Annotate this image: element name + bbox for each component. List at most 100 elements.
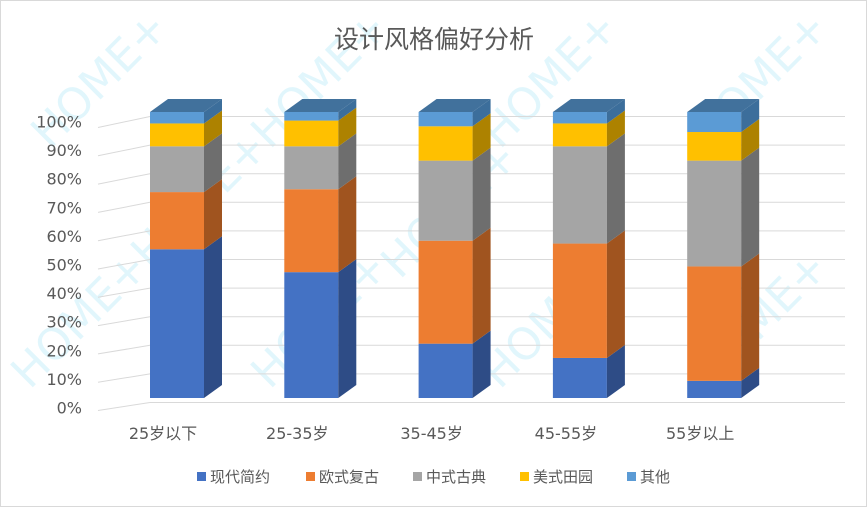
bar-segment xyxy=(284,120,339,147)
bar-segment xyxy=(284,112,339,121)
bar-top xyxy=(552,99,625,112)
bar-segment xyxy=(150,192,204,250)
bar-segment xyxy=(552,123,607,147)
bar-segment xyxy=(284,272,339,398)
bar-top xyxy=(284,99,357,112)
bar-segment-side xyxy=(741,253,760,381)
y-tick-label: 60% xyxy=(46,227,82,246)
gridline-floor-edge xyxy=(97,373,151,383)
bar-segment xyxy=(418,343,473,398)
bar-segment-side xyxy=(204,236,222,398)
gridline-floor-edge xyxy=(97,259,151,270)
bar-segment-side xyxy=(204,99,222,124)
bar-segment xyxy=(418,126,473,161)
y-tick-label: 50% xyxy=(46,256,82,275)
bar-stack xyxy=(284,99,357,398)
bar-segment-side xyxy=(472,113,491,161)
bar-segment-side xyxy=(606,99,625,124)
bar-segment-side xyxy=(338,107,357,147)
bar-segment xyxy=(418,160,473,241)
bar-segment xyxy=(552,112,607,124)
gridline-floor-edge xyxy=(97,173,151,185)
gridline-floor-edge xyxy=(97,201,151,213)
bar-segment-side xyxy=(741,147,760,267)
legend-swatch xyxy=(627,472,636,481)
y-tick-label: 0% xyxy=(57,399,82,418)
x-tick-label: 45-55岁 xyxy=(535,424,598,443)
y-tick-label: 80% xyxy=(46,170,82,189)
bar-segment xyxy=(284,146,339,190)
bar-top xyxy=(687,99,760,112)
bar-segment-side xyxy=(741,119,760,161)
bar-segment xyxy=(418,112,473,127)
bar-segment xyxy=(687,160,742,267)
legend-label: 中式古典 xyxy=(426,468,486,486)
x-tick-label: 25岁以下 xyxy=(129,424,197,443)
legend: 现代简约 欧式复古 中式古典 美式田园 其他 xyxy=(197,468,670,486)
bar-segment-side xyxy=(338,176,357,273)
bar-segment-side xyxy=(472,147,491,241)
legend-label: 其他 xyxy=(640,468,670,486)
y-tick-label: 20% xyxy=(46,341,82,360)
bar-segment xyxy=(150,146,204,193)
bar-segment xyxy=(687,266,742,381)
bar-segment xyxy=(418,240,473,344)
legend-swatch xyxy=(413,472,422,481)
gridline-floor-edge xyxy=(97,402,151,411)
legend-label: 美式田园 xyxy=(533,468,593,486)
bar-segment-side xyxy=(472,227,491,344)
legend-swatch xyxy=(306,472,315,481)
bar-segment-side xyxy=(741,367,760,398)
x-tick-label: 25-35岁 xyxy=(266,424,329,443)
bar-segment-side xyxy=(204,179,222,250)
y-tick-label: 90% xyxy=(46,141,82,160)
y-axis: 0% 10% 20% 30% 40% 50% 60% 70% 80% 90% 100% xyxy=(36,113,82,418)
gridline-floor-edge xyxy=(97,144,151,157)
bar-segment-side xyxy=(204,110,222,147)
bar-segment xyxy=(150,123,204,147)
bar-stack xyxy=(418,99,491,398)
bar-segment xyxy=(284,189,339,273)
gridline-floor-edge xyxy=(97,116,151,128)
chart-title: 设计风格偏好分析 xyxy=(334,25,534,54)
bars xyxy=(150,99,760,398)
bar-segment-side xyxy=(472,99,491,127)
gridline-floor-edge xyxy=(97,344,151,355)
bar-segment xyxy=(150,112,204,124)
bar-segment-side xyxy=(606,344,625,398)
gridline-floor-edge xyxy=(97,287,151,298)
bar-segment-side xyxy=(741,99,760,133)
y-tick-label: 70% xyxy=(46,198,82,217)
bar-stack xyxy=(150,99,222,398)
legend-swatch xyxy=(520,472,529,481)
bar-segment-side xyxy=(338,133,357,190)
bar-top xyxy=(150,99,222,112)
bar-segment-side xyxy=(606,133,625,244)
y-tick-label: 100% xyxy=(36,113,82,132)
bar-segment xyxy=(150,249,204,398)
legend-label: 欧式复古 xyxy=(319,468,379,486)
bar-segment-side xyxy=(338,259,357,398)
bar-segment xyxy=(552,146,607,244)
bar-segment-side xyxy=(338,99,357,121)
legend-label: 现代简约 xyxy=(210,468,270,486)
y-tick-label: 10% xyxy=(46,370,82,389)
y-tick-label: 30% xyxy=(46,313,82,332)
bar-stack xyxy=(552,99,625,398)
bar-segment xyxy=(687,132,742,161)
gridline-floor-edge xyxy=(97,316,151,327)
bar-segment-side xyxy=(606,110,625,147)
gridline-floor-edge xyxy=(97,230,151,242)
legend-swatch xyxy=(197,472,206,481)
bar-segment-side xyxy=(472,330,491,398)
bar-top xyxy=(418,99,491,112)
bar-segment xyxy=(552,243,607,358)
bar-segment xyxy=(687,112,742,133)
bar-segment xyxy=(552,357,607,398)
bar-stack xyxy=(687,99,760,398)
y-tick-label: 40% xyxy=(46,284,82,303)
bar-segment xyxy=(687,380,742,398)
x-tick-label: 55岁以上 xyxy=(666,424,734,443)
bar-segment-side xyxy=(606,230,625,358)
